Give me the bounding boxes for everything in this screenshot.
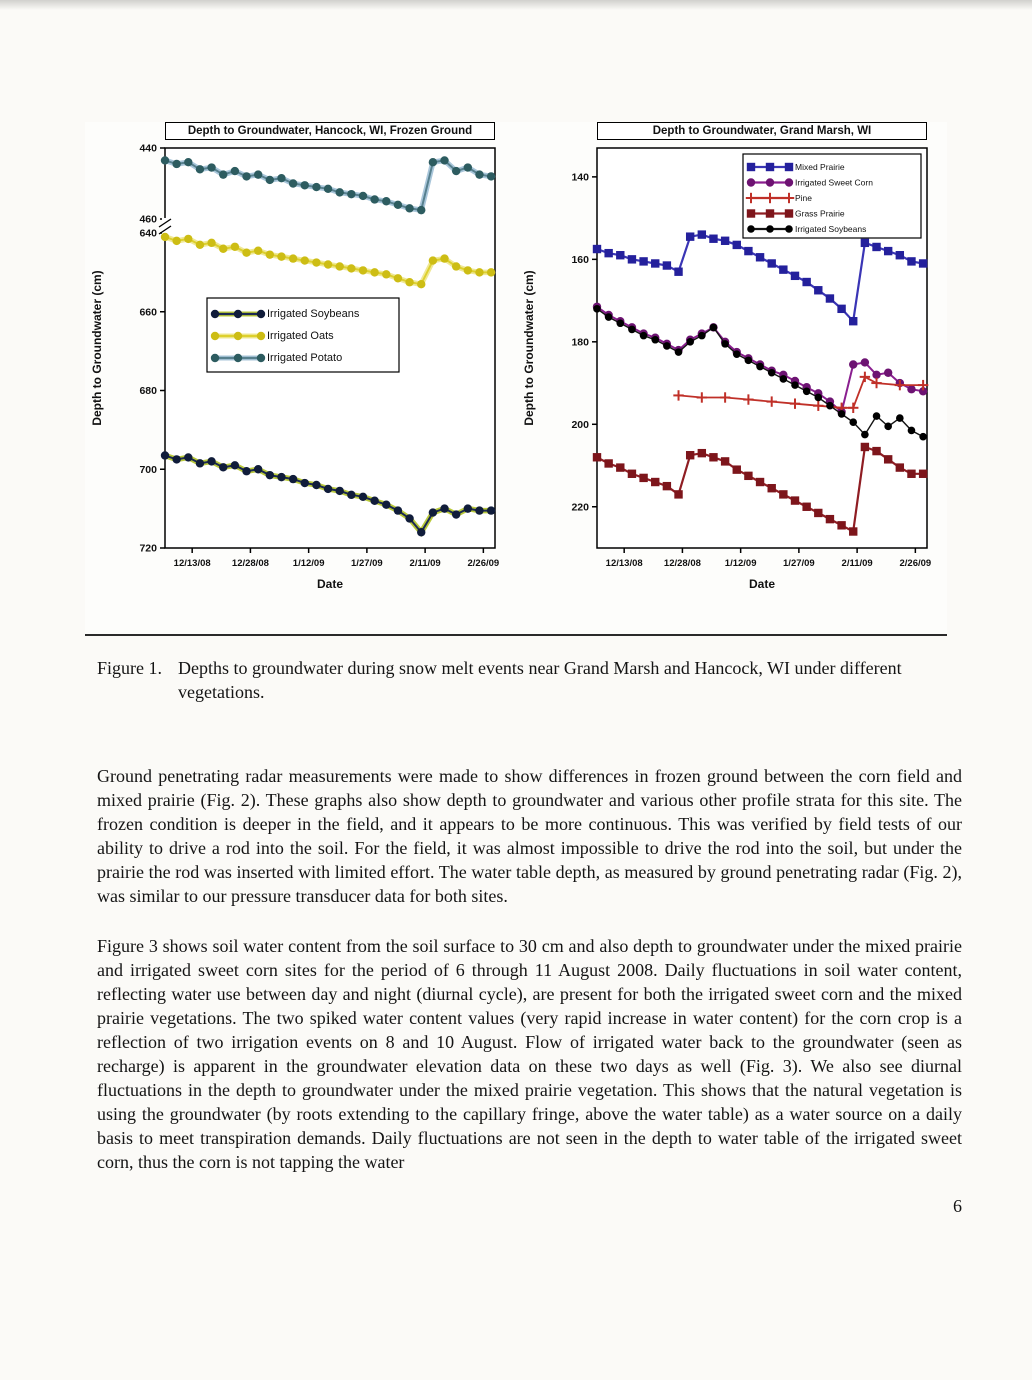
svg-text:1/12/09: 1/12/09 xyxy=(293,558,325,569)
figure-caption-text: Depths to groundwater during snow melt e… xyxy=(178,658,902,702)
chart-hancock-title: Depth to Groundwater, Hancock, WI, Froze… xyxy=(165,122,495,140)
svg-text:2/11/09: 2/11/09 xyxy=(410,558,441,569)
svg-text:660: 660 xyxy=(139,306,157,318)
svg-text:12/13/08: 12/13/08 xyxy=(174,558,211,569)
paragraph-1: Ground penetrating radar measurements we… xyxy=(97,766,962,906)
svg-text:160: 160 xyxy=(571,254,589,266)
svg-text:12/13/08: 12/13/08 xyxy=(606,558,643,569)
scan-edge-shading xyxy=(0,0,1032,10)
chart-grand-marsh: Depth to Groundwater, Grand Marsh, WI 14… xyxy=(517,122,947,600)
svg-text:2/26/09: 2/26/09 xyxy=(900,558,932,569)
svg-text:720: 720 xyxy=(139,543,157,555)
svg-text:220: 220 xyxy=(571,501,589,513)
svg-text:Irrigated Potato: Irrigated Potato xyxy=(267,352,342,364)
paragraph-2: Figure 3 shows soil water content from t… xyxy=(97,936,962,1172)
figure-caption-label: Figure 1. xyxy=(97,658,162,678)
chart-grand-marsh-plot: 140 160 180 200 220 12/13/08 12/28/08 1/12/09 1/… xyxy=(517,140,947,600)
svg-text:Irrigated Soybeans: Irrigated Soybeans xyxy=(795,224,866,234)
svg-text:12/28/08: 12/28/08 xyxy=(664,558,701,569)
svg-text:Irrigated Sweet Corn: Irrigated Sweet Corn xyxy=(795,178,873,188)
chart-canvas: 140 160 180 200 220 12/13/08 12/28/08 1/12/09 1/… xyxy=(522,147,932,591)
svg-text:1/12/09: 1/12/09 xyxy=(725,558,757,569)
svg-text:Depth to Groundwater (cm): Depth to Groundwater (cm) xyxy=(90,270,104,425)
svg-text:640: 640 xyxy=(139,228,157,240)
figure-caption: Figure 1. Depths to groundwater during s… xyxy=(97,656,962,704)
svg-text:180: 180 xyxy=(571,336,589,348)
svg-text:700: 700 xyxy=(139,464,157,476)
svg-text:12/28/08: 12/28/08 xyxy=(232,558,269,569)
svg-text:Date: Date xyxy=(317,577,343,591)
svg-text:2/26/09: 2/26/09 xyxy=(468,558,500,569)
svg-text:Irrigated Oats: Irrigated Oats xyxy=(267,330,334,342)
chart-grand-marsh-title-row: Depth to Groundwater, Grand Marsh, WI xyxy=(597,122,927,140)
page-number: 6 xyxy=(953,1196,962,1216)
chart-hancock: Depth to Groundwater, Hancock, WI, Froze… xyxy=(85,122,515,600)
svg-text:200: 200 xyxy=(571,419,589,431)
svg-text:1/27/09: 1/27/09 xyxy=(783,558,815,569)
svg-text:440: 440 xyxy=(139,143,157,155)
chart-canvas: 440 460 640 660 680 700 720 12/13/08 12/28/08 1/1… xyxy=(90,143,500,592)
svg-text:1/27/09: 1/27/09 xyxy=(351,558,383,569)
svg-text:Grass Prairie: Grass Prairie xyxy=(795,209,845,219)
svg-text:140: 140 xyxy=(571,171,589,183)
svg-text:Date: Date xyxy=(749,577,775,591)
svg-text:Pine: Pine xyxy=(795,193,812,203)
svg-text:460: 460 xyxy=(139,214,157,226)
svg-text:Irrigated Soybeans: Irrigated Soybeans xyxy=(267,308,360,320)
svg-text:680: 680 xyxy=(139,385,157,397)
figure-1: Depth to Groundwater, Hancock, WI, Froze… xyxy=(85,122,947,636)
chart-hancock-plot: 440 460 640 660 680 700 720 12/13/08 12/28/08 1/1… xyxy=(85,140,515,600)
svg-text:2/11/09: 2/11/09 xyxy=(842,558,873,569)
svg-text:Depth to Groundwater (cm): Depth to Groundwater (cm) xyxy=(522,270,536,425)
svg-text:Mixed Prairie: Mixed Prairie xyxy=(795,162,845,172)
chart-grand-marsh-title: Depth to Groundwater, Grand Marsh, WI xyxy=(597,122,927,140)
chart-hancock-title-row: Depth to Groundwater, Hancock, WI, Froze… xyxy=(165,122,495,140)
